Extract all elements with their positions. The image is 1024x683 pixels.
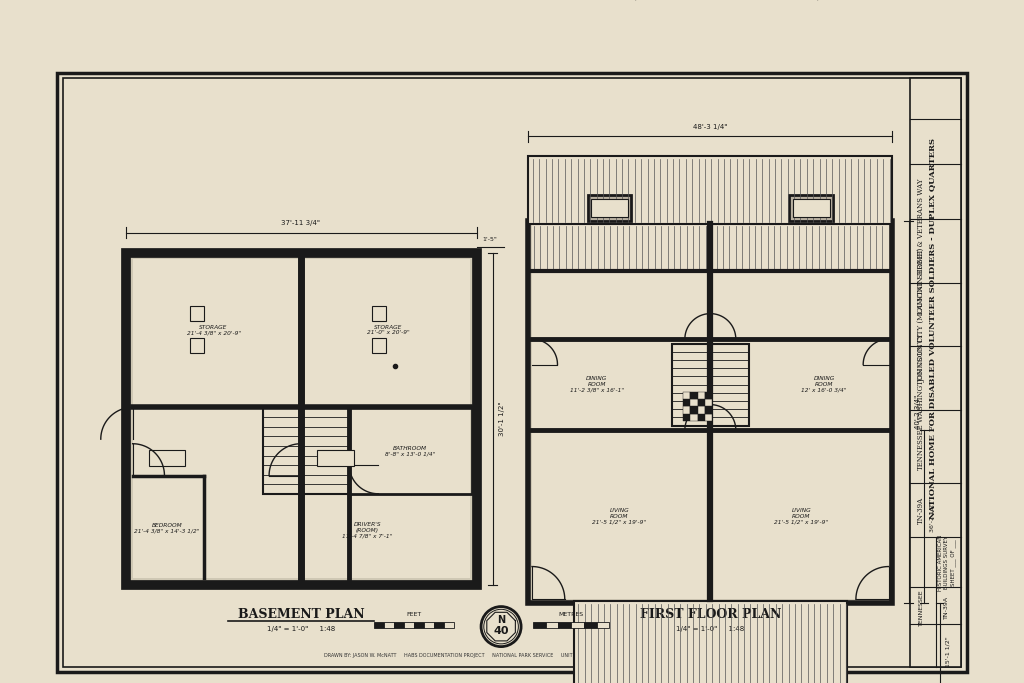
- Bar: [532, 225, 889, 599]
- Bar: [690, 406, 697, 414]
- Text: 37'-11 3/4": 37'-11 3/4": [282, 221, 321, 226]
- Bar: [546, 622, 558, 628]
- Text: JOHNSON CITY (MOUNTAIN HOME): JOHNSON CITY (MOUNTAIN HOME): [918, 247, 926, 382]
- Text: 48'-3 1/4": 48'-3 1/4": [693, 124, 727, 130]
- Text: STORAGE
21'-0" x 20'-9": STORAGE 21'-0" x 20'-9": [367, 324, 410, 335]
- Bar: [697, 392, 705, 399]
- Text: DRAWN BY: JASON W. McNATT     HABS DOCUMENTATION PROJECT     NATIONAL PARK SERVI: DRAWN BY: JASON W. McNATT HABS DOCUMENTA…: [325, 653, 678, 658]
- Bar: [591, 199, 628, 217]
- Bar: [690, 399, 697, 406]
- Text: DINING
ROOM
11'-2 3/8" x 16'-1": DINING ROOM 11'-2 3/8" x 16'-1": [569, 376, 624, 393]
- Bar: [697, 406, 705, 414]
- Bar: [705, 406, 712, 414]
- Bar: [790, 195, 834, 221]
- Bar: [393, 622, 403, 628]
- Bar: [573, 601, 847, 683]
- Bar: [133, 259, 470, 579]
- Text: NATIONAL HOME FOR DISABLED VOLUNTEER SOLDIERS - DUPLEX QUARTERS: NATIONAL HOME FOR DISABLED VOLUNTEER SOL…: [929, 138, 936, 518]
- Text: LIVING
ROOM
21'-5 1/2" x 19'-9": LIVING ROOM 21'-5 1/2" x 19'-9": [774, 508, 828, 525]
- Bar: [148, 450, 185, 466]
- Bar: [683, 399, 690, 406]
- Bar: [697, 399, 705, 406]
- Text: TENNESSEE: TENNESSEE: [918, 423, 926, 470]
- Bar: [372, 338, 386, 352]
- Text: BATHROOM
8'-8" x 13'-0 1/4": BATHROOM 8'-8" x 13'-0 1/4": [385, 445, 435, 456]
- Text: 40: 40: [494, 626, 509, 636]
- Text: WASHINGTON COUNTY: WASHINGTON COUNTY: [918, 334, 926, 423]
- Bar: [126, 253, 476, 585]
- Bar: [558, 622, 571, 628]
- Bar: [705, 399, 712, 406]
- Bar: [189, 338, 205, 352]
- Text: 1/4" = 1'-0"     1:48: 1/4" = 1'-0" 1:48: [676, 626, 744, 632]
- Text: BEDROOM
21'-4 3/8" x 14'-3 1/2": BEDROOM 21'-4 3/8" x 14'-3 1/2": [134, 523, 200, 533]
- Bar: [532, 622, 546, 628]
- Text: 1'-5": 1'-5": [482, 237, 498, 242]
- Bar: [571, 622, 584, 628]
- Text: FEET: FEET: [407, 613, 421, 617]
- Text: 15'-1 1/2": 15'-1 1/2": [945, 637, 950, 667]
- Bar: [317, 450, 353, 466]
- Bar: [403, 622, 414, 628]
- Text: N: N: [497, 615, 505, 625]
- Bar: [372, 307, 386, 321]
- Bar: [528, 156, 892, 225]
- Bar: [384, 622, 393, 628]
- Bar: [189, 307, 205, 321]
- Bar: [910, 78, 962, 667]
- Text: 36'-2 1/2": 36'-2 1/2": [930, 501, 935, 532]
- Bar: [584, 622, 597, 628]
- Text: TENNESSEE: TENNESSEE: [919, 589, 924, 626]
- Text: STORAGE
21'-4 3/8" x 20'-9": STORAGE 21'-4 3/8" x 20'-9": [186, 324, 241, 335]
- Text: 40'-2 3/4": 40'-2 3/4": [915, 395, 921, 429]
- Bar: [374, 622, 384, 628]
- Text: BASEMENT PLAN: BASEMENT PLAN: [238, 609, 365, 622]
- Circle shape: [481, 607, 521, 647]
- Bar: [424, 622, 434, 628]
- Text: LAMONT STREET & VETERANS WAY: LAMONT STREET & VETERANS WAY: [918, 178, 926, 314]
- Bar: [690, 392, 697, 399]
- Bar: [683, 392, 690, 399]
- Bar: [672, 344, 749, 426]
- Text: TN-39A: TN-39A: [918, 497, 926, 524]
- Bar: [528, 221, 892, 603]
- Text: LIVING
ROOM
21'-5 1/2" x 19'-9": LIVING ROOM 21'-5 1/2" x 19'-9": [592, 508, 646, 525]
- Text: DINING
ROOM
12' x 16'-0 3/4": DINING ROOM 12' x 16'-0 3/4": [802, 376, 847, 393]
- Bar: [414, 622, 424, 628]
- Text: TN-39A: TN-39A: [944, 596, 949, 619]
- Bar: [434, 622, 443, 628]
- Bar: [705, 414, 712, 421]
- Text: METRES: METRES: [558, 613, 584, 617]
- Text: HISTORIC AMERICAN
BUILDINGS SURVEY
SHEET ___ OF ___: HISTORIC AMERICAN BUILDINGS SURVEY SHEET…: [938, 535, 955, 591]
- Bar: [705, 392, 712, 399]
- Text: 30'-1 1/2": 30'-1 1/2": [500, 402, 505, 436]
- Bar: [588, 195, 631, 221]
- Text: 1/4" = 1'-0"     1:48: 1/4" = 1'-0" 1:48: [267, 626, 335, 632]
- Bar: [690, 414, 697, 421]
- Bar: [683, 406, 690, 414]
- Bar: [263, 407, 349, 494]
- Bar: [597, 622, 609, 628]
- Text: DRIVER'S
(ROOM)
11'-4 7/8" x 7'-1": DRIVER'S (ROOM) 11'-4 7/8" x 7'-1": [342, 522, 392, 538]
- Bar: [697, 414, 705, 421]
- Bar: [683, 414, 690, 421]
- Text: FIRST FLOOR PLAN: FIRST FLOOR PLAN: [640, 609, 781, 622]
- Bar: [349, 407, 472, 494]
- Bar: [443, 622, 454, 628]
- Bar: [794, 199, 829, 217]
